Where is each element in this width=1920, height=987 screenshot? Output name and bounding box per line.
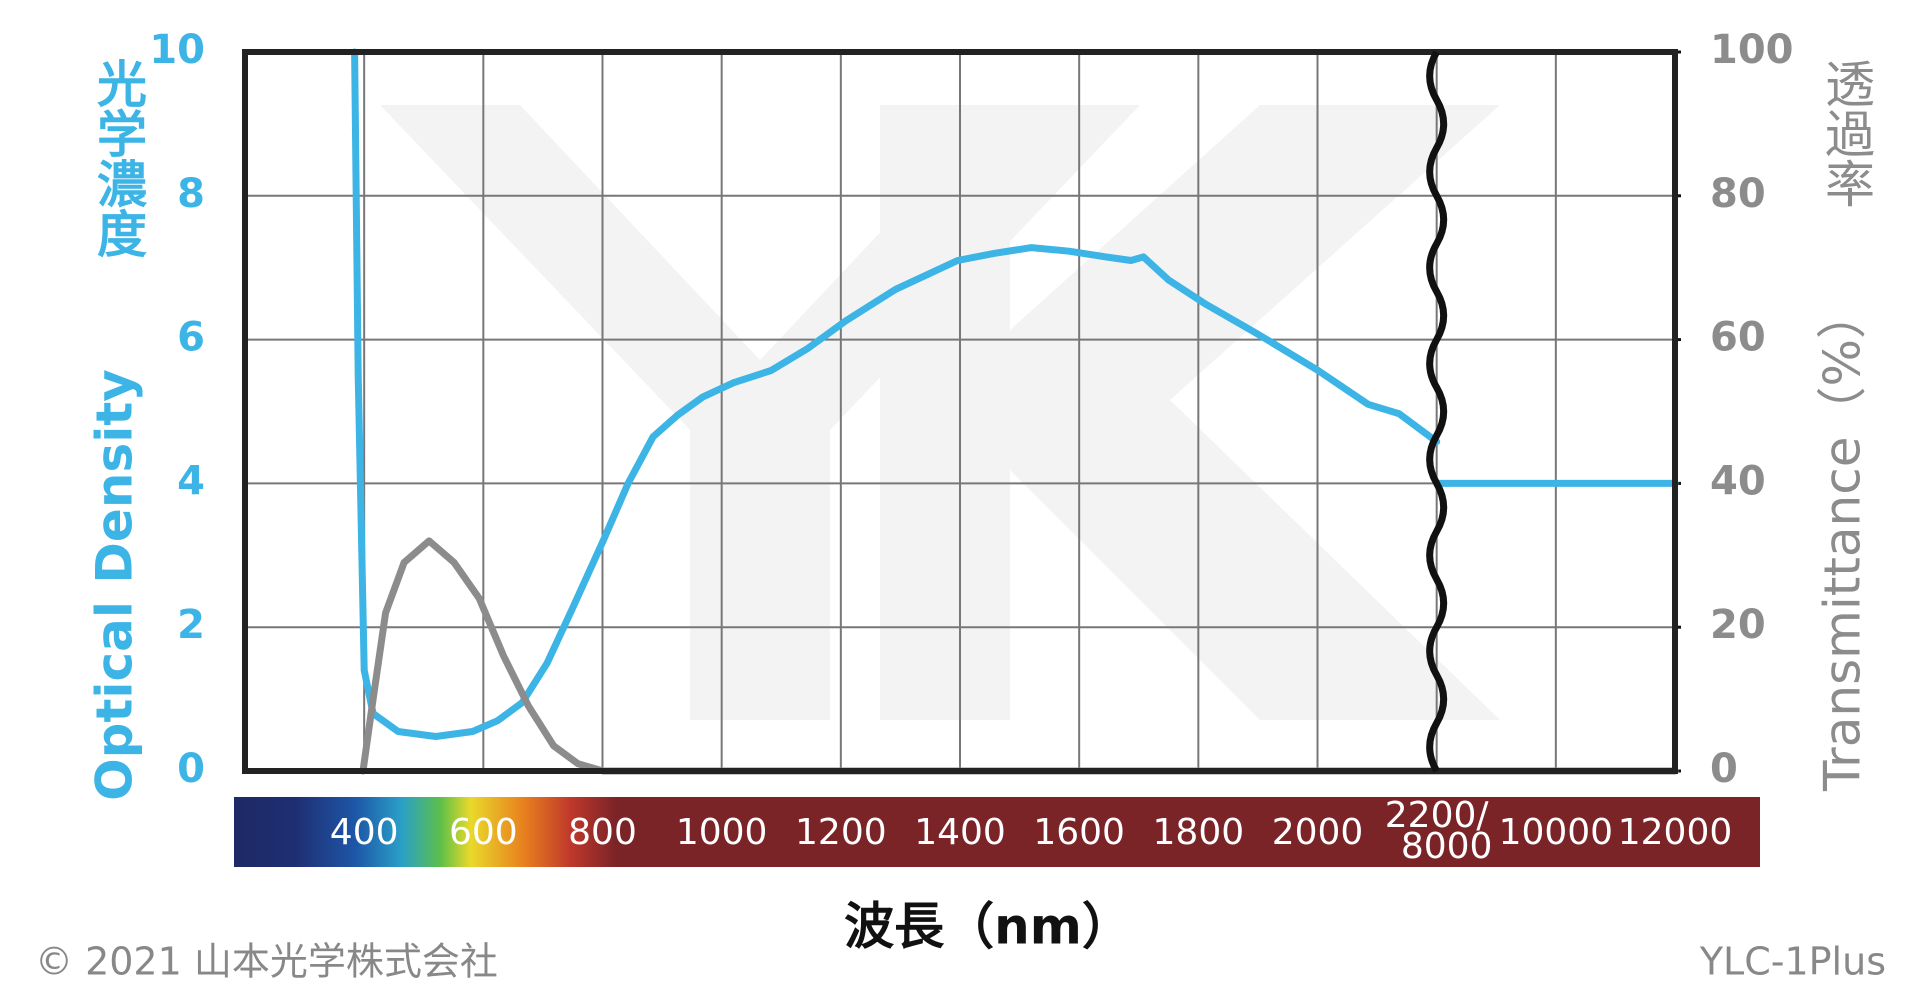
x-tick-label: 1400 xyxy=(914,812,1006,853)
y-tick-label: 0 xyxy=(177,746,205,792)
watermark xyxy=(380,105,1500,720)
y-tick-label: 4 xyxy=(177,458,205,504)
copyright: © 2021 山本光学株式会社 xyxy=(35,940,498,984)
data-line xyxy=(351,48,1441,740)
x-tick-label: 800 xyxy=(568,812,637,853)
x-tick-label: 10000 xyxy=(1499,812,1614,853)
y2-tick-label: 100 xyxy=(1710,27,1794,73)
y-tick-label: 6 xyxy=(177,315,205,361)
model-name: YLC-1Plus xyxy=(1699,940,1886,984)
data-line xyxy=(359,537,1441,775)
x-tick-label: 12000 xyxy=(1618,812,1733,853)
y-axis-title: Optical Density xyxy=(86,369,144,801)
y-tick-label: 2 xyxy=(177,602,205,648)
y2-tick-label: 20 xyxy=(1710,602,1766,648)
y-tick-label: 10 xyxy=(149,27,205,73)
x-tick-label: 1000 xyxy=(676,812,768,853)
y2-tick-label: 60 xyxy=(1710,315,1766,361)
y2-axis-title: Transmittance（%） xyxy=(1814,289,1872,792)
x-tick-label: 1200 xyxy=(795,812,887,853)
axis-break xyxy=(1426,50,1448,773)
y-tick-label: 8 xyxy=(177,171,205,217)
y2-tick-label: 40 xyxy=(1710,458,1766,504)
x-tick-label: 400 xyxy=(330,812,399,853)
x-axis-title: 波長（nm） xyxy=(844,898,1132,956)
x-tick-label: 1800 xyxy=(1153,812,1245,853)
x-tick-label: 600 xyxy=(449,812,518,853)
spectrum-bar xyxy=(234,797,1760,867)
plot-frame xyxy=(242,49,1678,774)
y2-tick-label: 80 xyxy=(1710,171,1766,217)
y2-tick-label: 0 xyxy=(1710,746,1738,792)
x-tick-label: 2000 xyxy=(1272,812,1364,853)
x-tick-label: 8000 xyxy=(1401,826,1493,867)
x-tick-label: 1600 xyxy=(1033,812,1125,853)
x-tick-label: 2200/ xyxy=(1385,795,1490,836)
y2-axis-title-ja: 透過率 xyxy=(1817,58,1875,208)
y-axis-title-ja: 光学濃度 xyxy=(89,58,147,258)
